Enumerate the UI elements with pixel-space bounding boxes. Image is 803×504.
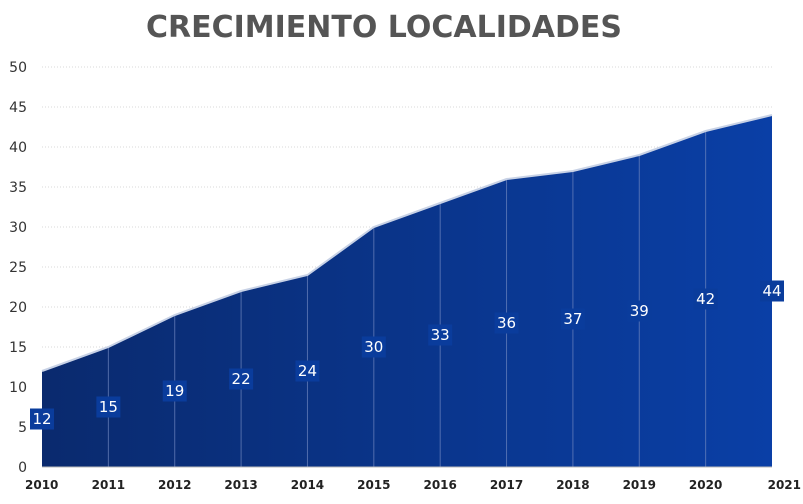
- data-label-box: [295, 360, 320, 382]
- data-label-box: [96, 396, 121, 418]
- x-tick-label: 2010: [25, 478, 58, 492]
- data-label-box: [627, 300, 652, 322]
- x-tick-label: 2018: [556, 478, 589, 492]
- data-label: 19: [165, 382, 184, 400]
- data-label-box: [162, 380, 187, 402]
- y-tick-label: 50: [9, 60, 27, 76]
- data-label: 44: [762, 282, 781, 300]
- data-label-box: [30, 408, 54, 430]
- x-tick-label: 2020: [689, 478, 722, 492]
- y-tick-label: 25: [9, 260, 27, 276]
- series-line: [41, 114, 773, 372]
- y-tick-label: 5: [18, 420, 27, 436]
- x-tick-label: 2011: [92, 478, 125, 492]
- y-tick-label: 20: [9, 300, 27, 316]
- y-axis: 0 5 10 15 20 25 30 35 40 45 50: [9, 60, 27, 476]
- y-tick-label: 0: [18, 460, 27, 476]
- x-tick-label: 2016: [423, 478, 456, 492]
- data-label: 36: [497, 314, 516, 332]
- data-label-box: [494, 312, 519, 334]
- data-label: 42: [696, 290, 715, 308]
- y-tick-label: 40: [9, 140, 27, 156]
- x-tick-label: 2015: [357, 478, 390, 492]
- x-tick-label: 2019: [623, 478, 656, 492]
- x-tick-label: 2021: [768, 478, 801, 492]
- x-tick-label: 2013: [224, 478, 257, 492]
- chart-title: CRECIMIENTO LOCALIDADES: [145, 10, 622, 45]
- y-tick-label: 45: [9, 100, 27, 116]
- data-label-box: [760, 280, 784, 302]
- data-label: 37: [563, 310, 582, 328]
- data-label: 39: [630, 302, 649, 320]
- data-label-box: [693, 288, 718, 310]
- y-tick-label: 30: [9, 220, 27, 236]
- data-labels: 12 15 19 22 24 30 33 36 37 39 42 44: [30, 280, 784, 430]
- area-fill: [42, 115, 772, 467]
- data-label-box: [560, 308, 585, 330]
- y-tick-label: 10: [9, 380, 27, 396]
- y-tick-label: 35: [9, 180, 27, 196]
- data-label: 15: [99, 398, 118, 416]
- plot-area: [41, 114, 773, 467]
- x-tick-label: 2017: [490, 478, 523, 492]
- data-label: 33: [431, 326, 450, 344]
- x-axis: 2010 2011 2012 2013 2014 2015 2016 2017 2018 2019…: [25, 466, 801, 492]
- x-tick-label: 2014: [291, 478, 324, 492]
- data-label: 22: [232, 370, 251, 388]
- y-tick-label: 15: [9, 340, 27, 356]
- data-label: 30: [364, 338, 383, 356]
- data-label: 24: [298, 362, 317, 380]
- x-tick-label: 2012: [158, 478, 191, 492]
- data-label-box: [229, 368, 254, 390]
- data-label: 12: [32, 410, 51, 428]
- data-label-box: [428, 324, 453, 346]
- data-label-box: [361, 336, 386, 358]
